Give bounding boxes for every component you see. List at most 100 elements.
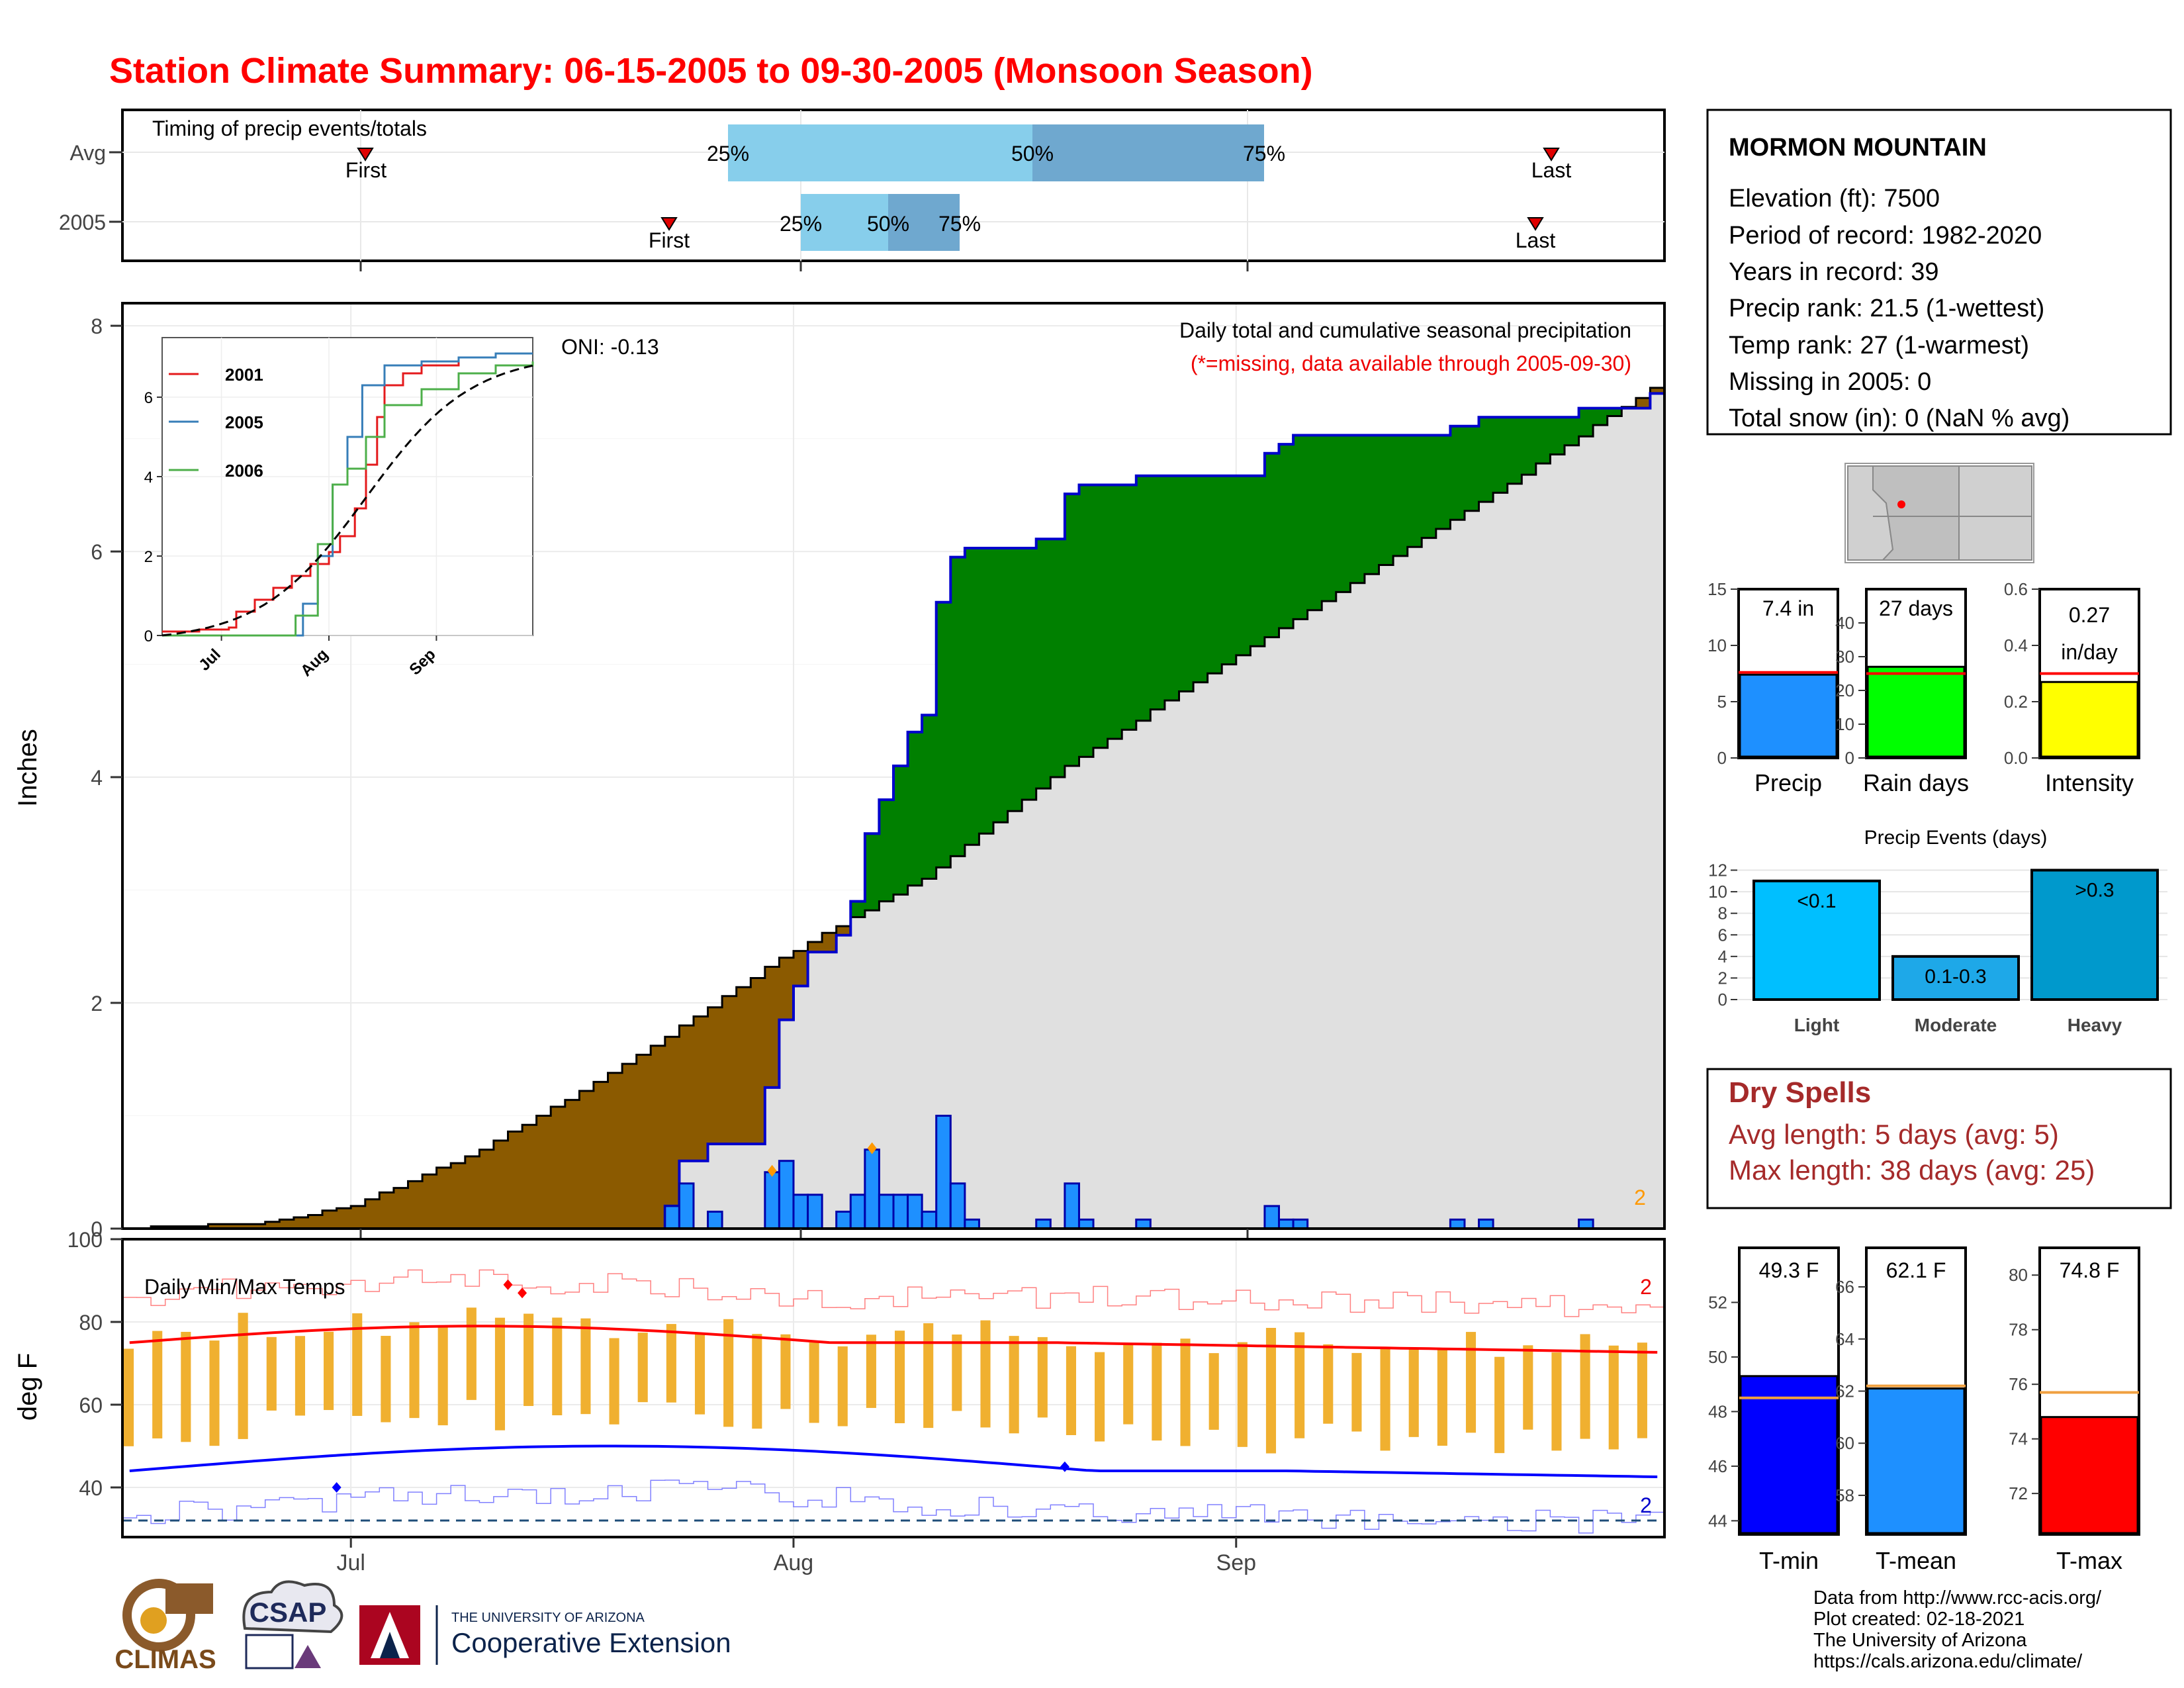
station-line-elevation: Elevation (ft): 7500 [1729, 185, 1940, 212]
temp-ytick-label: 60 [79, 1393, 103, 1417]
station-name: MORMON MOUNTAIN [1729, 134, 1987, 162]
events-tick-label: 0 [1718, 990, 1727, 1009]
temp-bar-value: 49.3 F [1759, 1258, 1819, 1282]
dry-spells-title: Dry Spells [1729, 1076, 1871, 1109]
events-bar-label: Heavy [2068, 1015, 2122, 1035]
timing-2005-first: First [649, 228, 690, 252]
month-tick-label: Sep [1216, 1550, 1257, 1575]
daily-temp-range-bar [1580, 1334, 1590, 1439]
mini-bar-tick-label: 10 [1835, 714, 1854, 734]
daily-temp-range-bar [1123, 1343, 1134, 1425]
mini-bar-value: 27 days [1879, 596, 1953, 620]
timing-2005-first-marker [660, 217, 678, 231]
inset-avg-line [161, 364, 533, 637]
timing-avg-50-75 [1032, 124, 1264, 181]
daily-temp-range-bar [780, 1334, 791, 1409]
daily-temp-range-bar [809, 1342, 819, 1423]
missing-data-marker [767, 1164, 777, 1177]
precip-ytick-label: 4 [91, 766, 103, 790]
daily-temp-range-bar [1351, 1352, 1362, 1432]
daily-temp-range-bar [1066, 1346, 1076, 1435]
temp-bar-value: 74.8 F [2060, 1258, 2120, 1282]
events-tick-label: 10 [1708, 882, 1727, 902]
events-bar-label: Moderate [1915, 1015, 1997, 1035]
precip-ytick-label: 2 [91, 992, 103, 1015]
daily-precip-bar [1449, 1218, 1466, 1230]
ua-logo: THE UNIVERSITY OF ARIZONA Cooperative Ex… [359, 1605, 731, 1665]
month-tick-label: Jul [336, 1550, 365, 1575]
timing-2005-p25: 25% [780, 212, 822, 236]
record-marker [503, 1279, 513, 1290]
daily-precip-bar [921, 1210, 938, 1230]
record-high-line [122, 1269, 1664, 1317]
daily-temp-range-bar [694, 1334, 705, 1415]
mini-bar-tick-label: 0.2 [2004, 692, 2028, 712]
mini-bar-tick-label: 15 [1707, 579, 1727, 599]
daily-temp-range-bar [837, 1346, 848, 1427]
timing-2005-50-75 [888, 194, 960, 251]
daily-temp-range-bar [523, 1313, 534, 1406]
daily-temp-range-bar [295, 1336, 305, 1416]
avg-cumulative-line [122, 387, 1664, 1230]
temp-ytick-label: 40 [79, 1476, 103, 1500]
mini-bar-tick-label: 0 [1845, 748, 1854, 768]
daily-precip-bar [1263, 1205, 1280, 1230]
daily-temp-range-bar [1265, 1327, 1277, 1454]
footer-line-1: Data from http://www.rcc-acis.org/ [1813, 1587, 2102, 1609]
daily-temp-range-bar [124, 1348, 134, 1446]
daily-precip-bar [807, 1194, 823, 1230]
daily-precip-bar [864, 1149, 880, 1230]
daily-precip-bar [878, 1194, 895, 1230]
csap-logo: CSAP [242, 1580, 343, 1669]
footer-line-4: https://cals.arizona.edu/climate/ [1813, 1651, 2083, 1672]
temp-bar-fill [1739, 1375, 1839, 1534]
daily-precip-bar [935, 1115, 952, 1230]
footer-line-3: The University of Arizona [1813, 1630, 2027, 1651]
precip-subtitle: Daily total and cumulative seasonal prec… [1179, 318, 1631, 342]
temp-count-min: 2 [1640, 1493, 1652, 1517]
location-map [1844, 463, 2034, 563]
daily-precip-bar [1478, 1218, 1494, 1230]
daily-temp-range-bar [1009, 1336, 1019, 1434]
daily-temp-range-bar [552, 1317, 563, 1416]
daily-temp-range-bar [1437, 1348, 1447, 1446]
inset-legend: 2001 2005 2006 [169, 365, 263, 481]
daily-temp-range-bar [181, 1331, 191, 1442]
temp-count-max: 2 [1640, 1275, 1652, 1299]
timing-panel: Timing of precip events/totals Avg 2005 … [59, 109, 1666, 271]
daily-temp-range-bar [952, 1334, 962, 1411]
daily-precip-bar [792, 1194, 809, 1230]
daily-temp-range-bar [1494, 1356, 1505, 1454]
csap-wordmark: CSAP [250, 1597, 327, 1628]
timing-avg-25-50 [728, 124, 1032, 181]
daily-temp-range-bar [494, 1317, 506, 1430]
station-line-years: Years in record: 39 [1729, 258, 1939, 286]
events-tick-label: 6 [1718, 925, 1727, 945]
timing-2005-last-marker [1527, 217, 1544, 231]
record-marker [332, 1482, 341, 1493]
temp-ytick-label: 100 [68, 1228, 103, 1252]
temp-bar-tick-label: 80 [2009, 1265, 2028, 1285]
events-bar-tag: 0.1-0.3 [1925, 966, 1986, 988]
page-title: Station Climate Summary: 06-15-2005 to 0… [109, 51, 1313, 91]
temp-bar-tick-label: 74 [2009, 1429, 2028, 1449]
timing-avg-first-marker [357, 148, 374, 162]
precip-ytick-label: 0 [91, 1217, 103, 1241]
temp-bar-tick-label: 58 [1835, 1485, 1854, 1505]
station-info-box: MORMON MOUNTAIN Elevation (ft): 7500 Per… [1706, 109, 2172, 436]
timing-2005-p75: 75% [938, 212, 981, 236]
obs-cumulative-line [122, 392, 1664, 1230]
daily-temp-range-bar [1152, 1342, 1162, 1441]
daily-temp-range-bar [324, 1331, 334, 1411]
inset-line-2006 [162, 361, 534, 637]
timing-panel-label: Timing of precip events/totals [152, 117, 427, 140]
temp-bar-tick-label: 76 [2009, 1374, 2028, 1394]
events-bar-tag: <0.1 [1797, 890, 1836, 912]
ua-small-text: THE UNIVERSITY OF ARIZONA [451, 1611, 645, 1625]
daily-temp-range-bar [437, 1327, 448, 1426]
events-bar [2030, 868, 2159, 1001]
station-line-precip-rank: Precip rank: 21.5 (1-wettest) [1729, 295, 2044, 322]
daily-temp-range-bar [866, 1335, 876, 1408]
temp-bar-label: T-max [2056, 1547, 2122, 1574]
